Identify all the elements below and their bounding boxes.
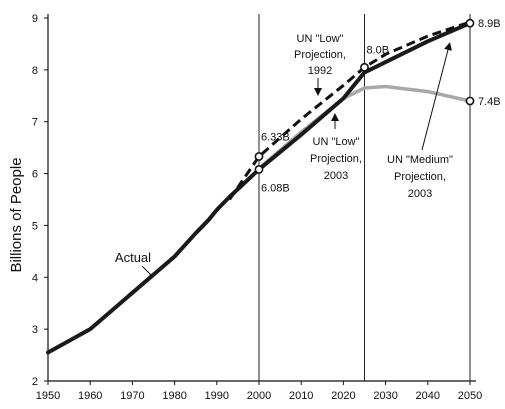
marker-layer: 6.33B 6.08B 8.0B 8.9B 7.4B — [254, 18, 501, 194]
x-tick-label: 1990 — [205, 390, 229, 402]
actual-label-leader — [141, 265, 153, 277]
axes: 1950 1960 1970 1980 1990 2000 2010 2020 2030 2040… — [32, 13, 482, 402]
marker-label: 6.08B — [261, 182, 290, 194]
x-tick-label: 2050 — [458, 390, 482, 402]
y-tick-label: 8 — [32, 65, 38, 77]
marker-label: 6.33B — [261, 131, 290, 143]
annotation-medium-2003-line2: Projection, — [394, 171, 446, 183]
series-line-1 — [257, 21, 472, 172]
annotation-low-1992-line2: Projection, — [294, 49, 346, 61]
annotation-medium-2003-line3: 2003 — [408, 188, 432, 200]
marker-point — [360, 62, 369, 72]
arrow-medium-2003 — [421, 42, 452, 151]
marker-label: 8.9B — [478, 18, 501, 30]
annotation-low-2003-line3: 2003 — [324, 170, 348, 182]
x-tick-label: 2020 — [331, 390, 355, 402]
x-tick-label: 2040 — [416, 390, 440, 402]
x-tick-label: 2010 — [289, 390, 313, 402]
marker-point — [465, 96, 475, 106]
annotation-medium-2003: UN "Medium" Projection, 2003 — [387, 42, 453, 200]
series-layer — [46, 20, 472, 355]
annotation-low-2003-line1: UN "Low" — [313, 136, 360, 148]
annotation-low-1992-line3: 1992 — [308, 65, 332, 77]
x-tick-label: 1980 — [162, 390, 186, 402]
x-tick-label: 1960 — [78, 390, 102, 402]
annotation-low-2003-line2: Projection, — [310, 153, 362, 165]
y-tick-label: 5 — [32, 220, 38, 232]
annotation-medium-2003-line1: UN "Medium" — [387, 154, 453, 166]
x-tick-label: 1950 — [36, 390, 60, 402]
actual-label: Actual — [115, 250, 151, 265]
y-tick-label: 7 — [32, 117, 38, 129]
annotation-low-2003: UN "Low" Projection, 2003 — [310, 113, 362, 182]
x-tick-label: 2030 — [373, 390, 397, 402]
y-tick-label: 6 — [32, 169, 38, 181]
marker-point — [465, 18, 475, 28]
annotation-actual: Actual — [115, 250, 153, 277]
marker-point — [254, 152, 264, 161]
x-tick-label: 2000 — [247, 390, 271, 402]
y-tick-label: 9 — [32, 13, 38, 25]
series-line-2 — [228, 20, 471, 201]
marker-label: 7.4B — [478, 96, 501, 108]
marker-point — [254, 165, 264, 174]
y-tick-label: 3 — [32, 324, 38, 336]
annotation-low-1992: UN "Low" Projection, 1992 — [294, 33, 346, 96]
y-tick-label: 2 — [32, 376, 38, 388]
annotation-low-1992-line1: UN "Low" — [297, 33, 344, 45]
y-axis-label: Billions of People — [8, 157, 25, 272]
series-line-0 — [46, 167, 261, 355]
marker-label: 8.0B — [367, 44, 390, 56]
y-tick-label: 4 — [32, 272, 38, 284]
x-tick-label: 1970 — [120, 390, 144, 402]
